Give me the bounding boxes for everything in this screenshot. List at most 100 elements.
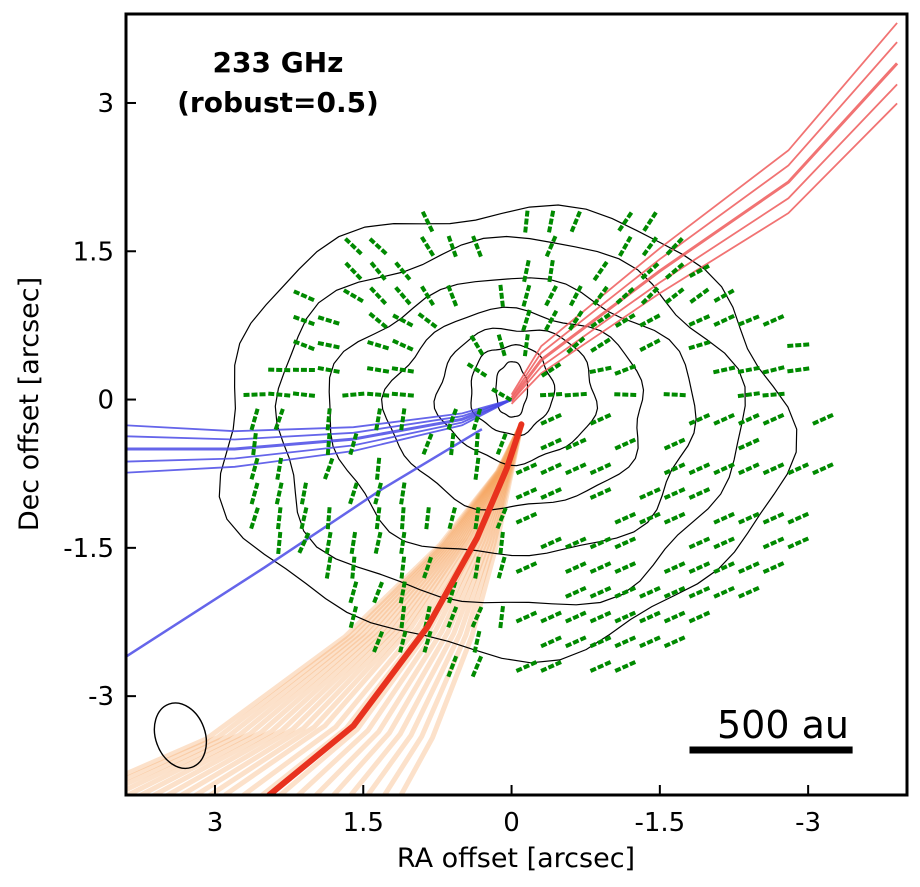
polarization-vector (344, 237, 363, 256)
polarization-vector (391, 391, 414, 398)
polarization-vector (712, 365, 736, 375)
polarization-vector (446, 408, 458, 431)
polarization-vector (589, 660, 612, 673)
polarization-vector (268, 367, 291, 373)
polarization-vector (417, 312, 438, 329)
y-tick-label: -3 (88, 682, 114, 712)
polarization-vector (323, 457, 335, 480)
polarization-vector (639, 338, 661, 352)
polarization-vector (249, 408, 260, 431)
x-tick-label: 1.5 (343, 808, 384, 838)
polarization-vector (422, 556, 433, 579)
polarization-vector (665, 262, 685, 280)
polarization-vector (688, 340, 711, 351)
polarization-vector (299, 507, 309, 530)
polarization-vector (688, 561, 711, 574)
polarization-vector (491, 387, 513, 402)
polarization-vector (615, 286, 635, 305)
red-lobe-contour (510, 22, 898, 396)
polarization-vector (713, 462, 735, 476)
weighting-label: (robust=0.5) (177, 86, 379, 119)
polarization-vector (276, 531, 283, 555)
polarization-vector (787, 366, 810, 374)
polarization-vector (566, 336, 586, 354)
polarization-vector (689, 287, 710, 304)
polarization-vector (564, 437, 587, 451)
polarization-vector (446, 235, 458, 258)
polarization-vector (544, 285, 558, 307)
polarization-vector (496, 334, 507, 357)
polarization-vector (495, 507, 508, 530)
polarization-vector (663, 585, 686, 599)
polarization-vector (249, 507, 260, 530)
polarization-vector (688, 487, 711, 500)
polarization-vector (521, 284, 532, 307)
polarization-vector (547, 259, 555, 283)
polarization-vector (324, 531, 333, 555)
red-lobe-contour (510, 102, 898, 405)
polarization-vector (342, 391, 365, 398)
polarization-vector (523, 210, 530, 233)
polarization-vector (325, 507, 332, 530)
polarization-vector (498, 284, 505, 307)
polarization-vector (391, 366, 415, 374)
polarization-vector (614, 561, 637, 574)
polarization-vector (348, 605, 359, 629)
polarization-vector (589, 487, 612, 500)
polarization-vector (762, 462, 785, 476)
polarization-vector (663, 487, 686, 500)
streamer-path (266, 421, 525, 795)
polarization-vector (447, 506, 457, 530)
polarization-vector (398, 581, 407, 604)
polarization-vector (639, 585, 661, 599)
blue-lobe-lower-edge (126, 428, 483, 658)
polarization-vector (325, 432, 332, 456)
polarization-vector (420, 210, 435, 233)
polarization-vector (663, 392, 686, 398)
polarization-vector (564, 462, 587, 476)
polarization-vector (640, 262, 660, 280)
polarization-vector (344, 261, 363, 281)
polarization-vector (540, 536, 562, 550)
polarization-vector (522, 334, 530, 357)
polarization-vector (592, 260, 609, 282)
polarization-vector (420, 235, 435, 257)
polarization-vector (374, 507, 382, 530)
streamer-model-curve (162, 423, 524, 795)
polarization-vector (424, 507, 431, 530)
polarization-vector (540, 412, 562, 426)
plot-frame (124, 12, 909, 797)
polarization-vector (664, 287, 685, 305)
polarization-vector (373, 482, 383, 505)
polarization-vector (472, 630, 482, 653)
polarization-vector (618, 235, 633, 257)
polarization-vector (614, 585, 637, 599)
polarization-vector (273, 408, 285, 431)
polarization-vector (394, 261, 412, 281)
streamer-model-curve (398, 423, 524, 795)
red-lobe-contour (510, 62, 899, 401)
polarization-vector (568, 310, 584, 331)
polarization-vector (713, 585, 735, 599)
polarization-vector (639, 610, 661, 624)
dust-contour-level-4 (380, 306, 645, 511)
polarization-vector (292, 339, 315, 352)
polarization-vector (540, 635, 562, 649)
polarization-vector (787, 462, 810, 476)
polarization-vector (349, 531, 358, 555)
polarization-vector (589, 412, 612, 426)
polarization-vector (522, 259, 531, 283)
polarization-vector (399, 408, 407, 431)
streamer-model-curve (126, 423, 524, 782)
polarization-vector (564, 561, 587, 574)
polarization-vector (544, 309, 559, 332)
polarization-vector (474, 432, 480, 456)
polarization-vector (400, 507, 406, 530)
polarization-vector (787, 536, 810, 550)
polarization-vector (589, 365, 612, 375)
polarization-vector (392, 313, 414, 328)
polarization-vector (762, 536, 785, 550)
polarization-vector (515, 462, 538, 476)
polarization-vector (466, 362, 488, 378)
